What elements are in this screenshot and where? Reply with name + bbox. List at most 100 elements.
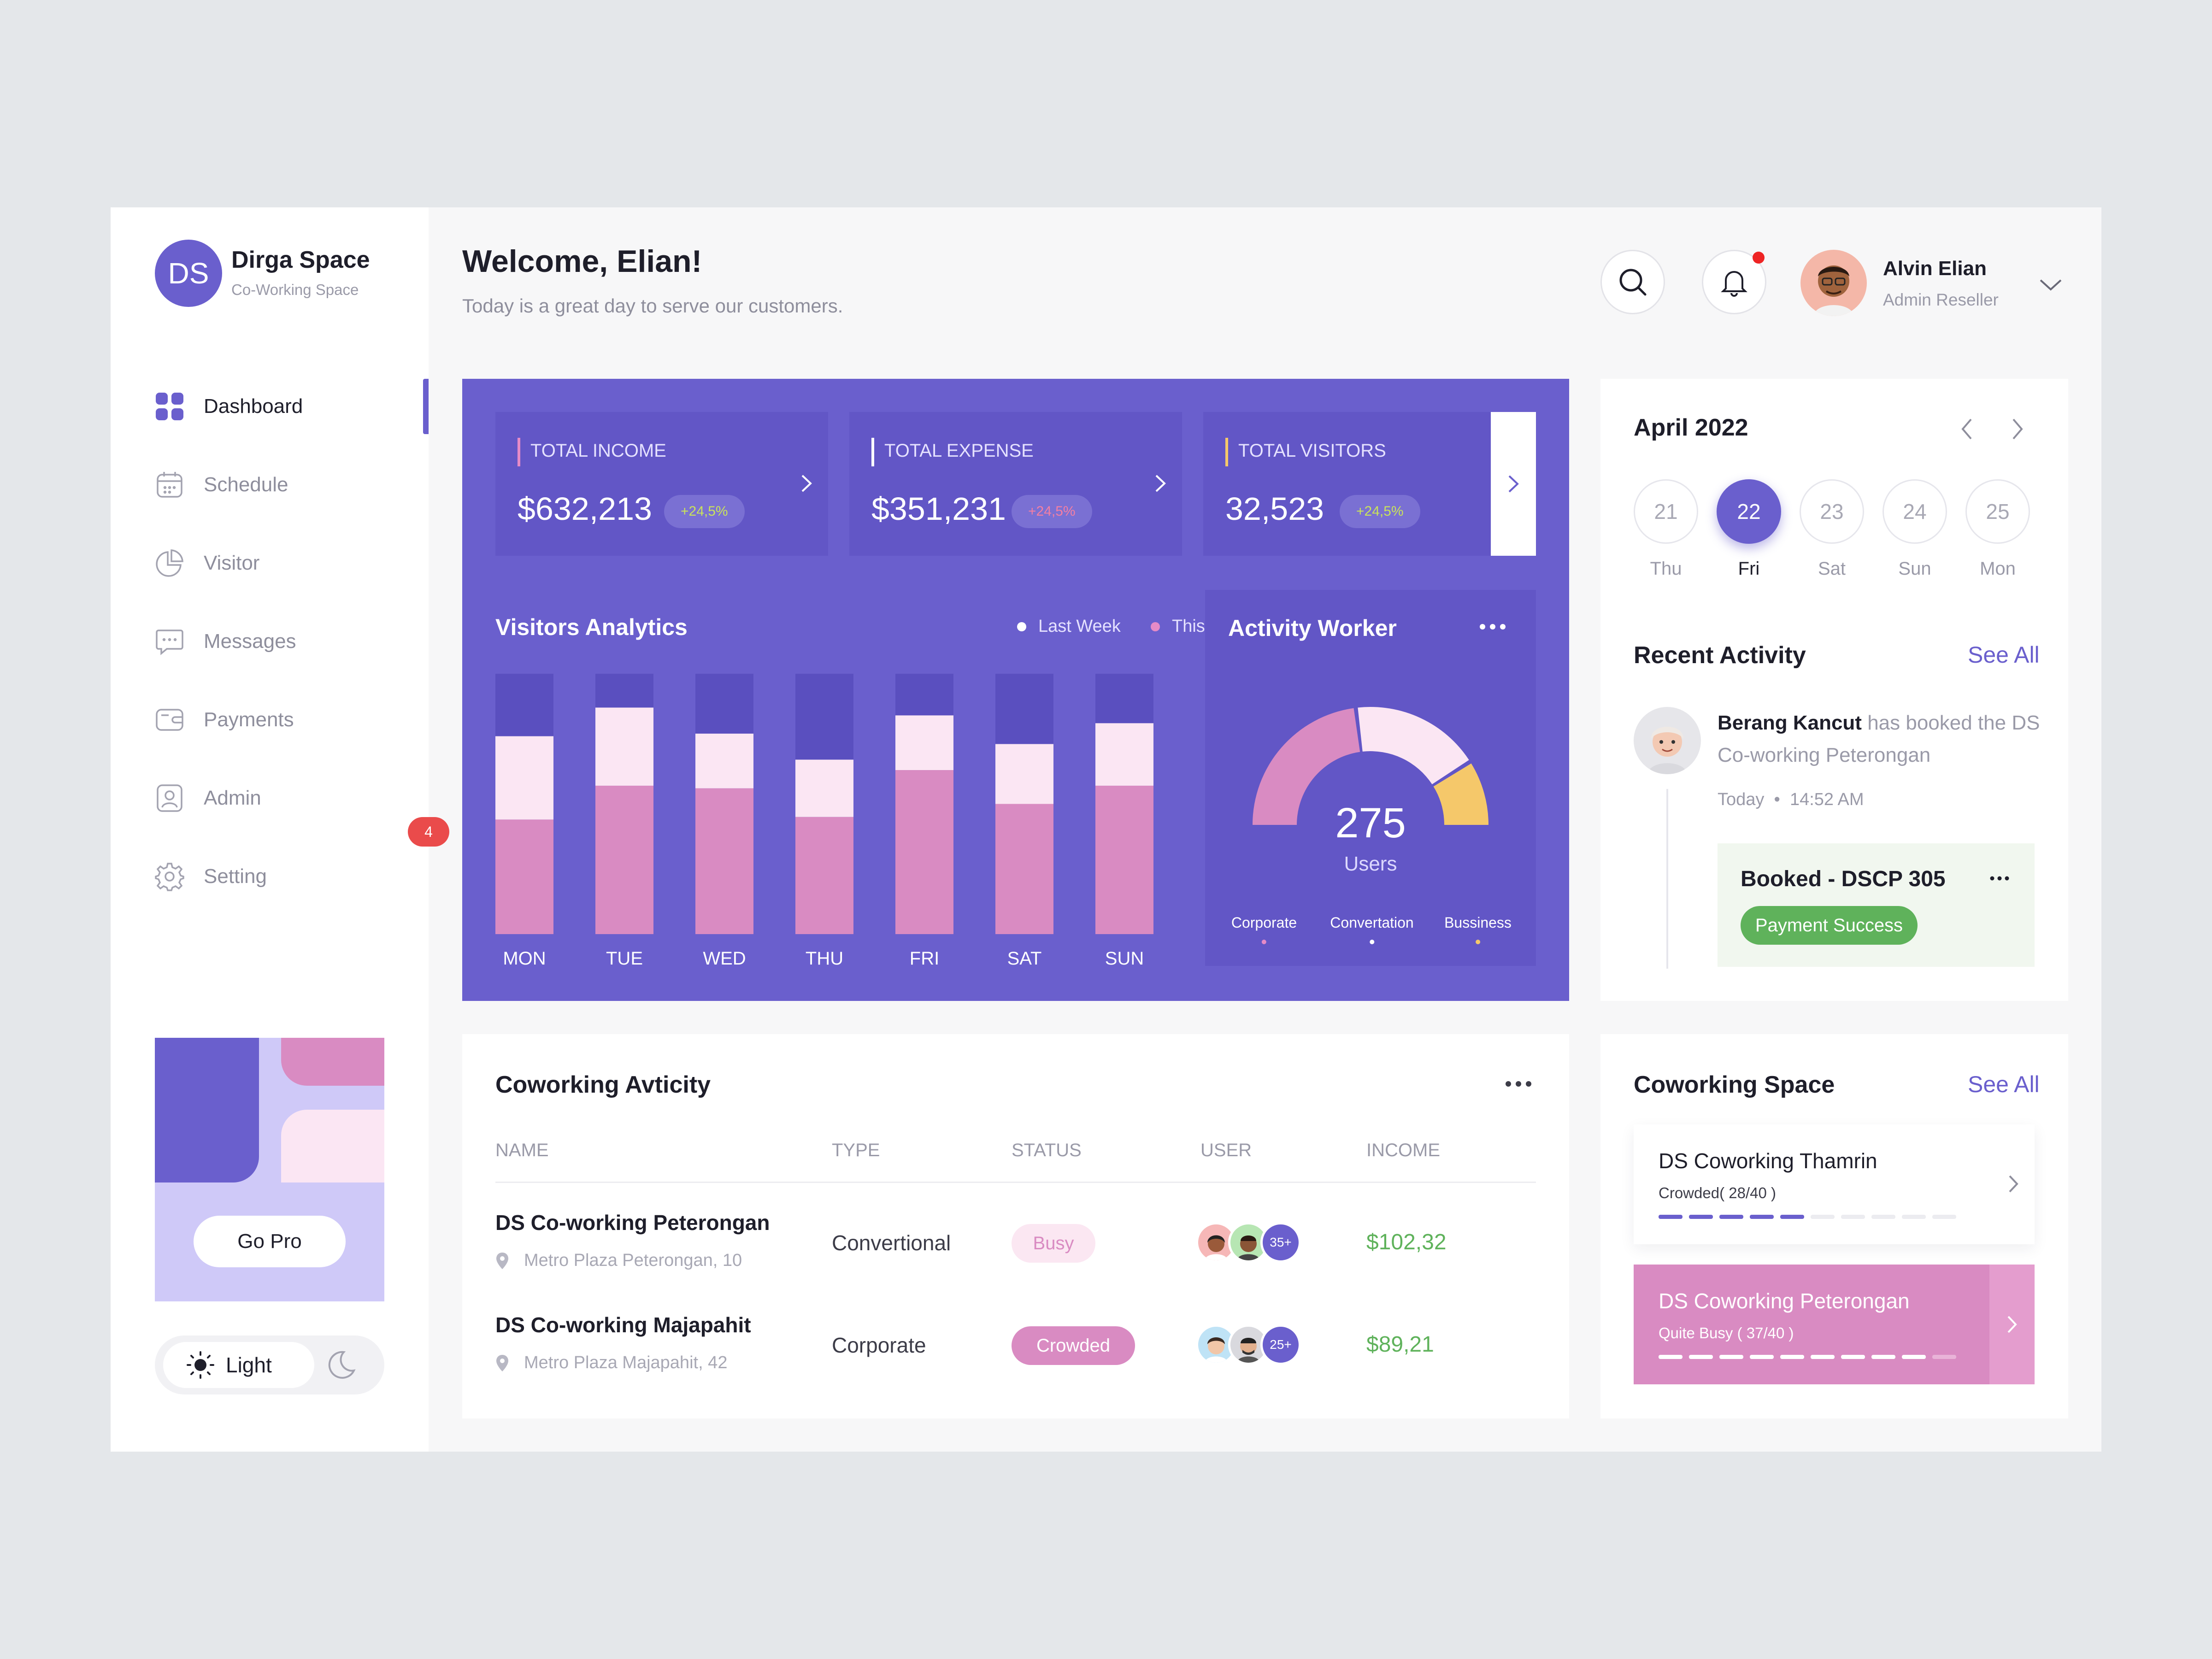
bar-last-week-fri xyxy=(895,715,953,771)
more-users-count[interactable]: 25+ xyxy=(1260,1324,1301,1365)
coworking-activity-card: Coworking Avticity NAME TYPE STATUS USER… xyxy=(462,1034,1569,1418)
occupancy-segment xyxy=(1780,1215,1804,1219)
occupancy-segment xyxy=(1689,1215,1713,1219)
calendar-day-21[interactable]: 21 xyxy=(1634,479,1698,544)
chevron-right-icon[interactable] xyxy=(2007,1173,2020,1194)
space-status: Quite Busy ( 37/40 ) xyxy=(1659,1324,1794,1341)
recent-activity-see-all-link[interactable]: See All xyxy=(1968,642,2040,668)
stat-accent xyxy=(518,438,520,466)
occupancy-segment xyxy=(1811,1355,1835,1359)
chevron-right-icon[interactable] xyxy=(1153,473,1167,494)
space-open-button[interactable] xyxy=(1989,1265,2035,1384)
calendar-day-24[interactable]: 24 xyxy=(1883,479,1947,544)
stat-label: TOTAL EXPENSE xyxy=(884,441,1034,461)
column-header[interactable]: INCOME xyxy=(1366,1140,1440,1160)
column-header[interactable]: TYPE xyxy=(832,1140,880,1160)
bar-this-week-sat xyxy=(995,804,1053,934)
user-face-illustration xyxy=(1205,1337,1228,1363)
stat-card-income[interactable]: TOTAL INCOME $632,213 +24,5% xyxy=(495,412,828,556)
occupancy-segment xyxy=(1750,1355,1774,1359)
stat-card-expense[interactable]: TOTAL EXPENSE $351,231 +24,5% xyxy=(849,412,1182,556)
stat-change: +24,5% xyxy=(664,495,745,528)
column-header[interactable]: USER xyxy=(1200,1140,1252,1160)
occupancy-segment xyxy=(1871,1355,1895,1359)
light-mode-label: Light xyxy=(226,1353,272,1377)
stat-value: $632,213 xyxy=(518,491,652,527)
user-face-illustration xyxy=(1237,1338,1260,1363)
bar-last-week-sat xyxy=(995,744,1053,804)
x-tick-label: SUN xyxy=(1105,948,1144,969)
calendar-icon xyxy=(157,472,182,498)
bar-last-week-thu xyxy=(795,759,853,817)
booking-card[interactable]: Booked - DSCP 305 Payment Success xyxy=(1718,843,2035,967)
gauge-segment-convertation xyxy=(1358,707,1469,784)
moon-icon[interactable] xyxy=(325,1349,357,1381)
column-header[interactable]: NAME xyxy=(495,1140,549,1160)
calendar-day-25[interactable]: 25 xyxy=(1965,479,2030,544)
go-pro-banner: Go Pro xyxy=(155,1038,384,1301)
sidebar: DS Dirga Space Co-Working Space Dashboar… xyxy=(111,207,449,1452)
occupancy-segment xyxy=(1780,1355,1804,1359)
space-item-peterongan[interactable]: DS Coworking Peterongan Quite Busy ( 37/… xyxy=(1634,1265,2035,1384)
row-name[interactable]: DS Co-working Peterongan xyxy=(495,1211,770,1235)
space-item-thamrin[interactable]: DS Coworking Thamrin Crowded( 28/40 ) xyxy=(1634,1124,2035,1244)
sidebar-item-dashboard[interactable]: Dashboard xyxy=(155,381,385,432)
user-role: Admin Reseller xyxy=(1883,290,1999,309)
sidebar-item-schedule[interactable]: Schedule xyxy=(155,459,385,510)
messages-badge: 4 xyxy=(408,817,449,847)
row-name[interactable]: DS Co-working Majapahit xyxy=(495,1313,751,1337)
avatar[interactable] xyxy=(1800,250,1867,316)
gauge-total: 275 xyxy=(1335,800,1406,847)
search-icon xyxy=(1619,269,1647,296)
notification-dot xyxy=(1753,252,1765,264)
bar-this-week-thu xyxy=(795,817,853,934)
chevron-right-icon[interactable] xyxy=(2010,417,2025,441)
row-type: Convertional xyxy=(832,1231,951,1255)
sidebar-item-visitor[interactable]: Visitor xyxy=(155,538,385,588)
gear-icon xyxy=(155,863,184,891)
recent-activity-title: Recent Activity xyxy=(1634,642,1806,669)
legend-item-last-week: Last Week xyxy=(1017,617,1121,636)
stat-value: 32,523 xyxy=(1225,491,1324,527)
chevron-left-icon[interactable] xyxy=(1959,417,1975,441)
space-name: DS Coworking Thamrin xyxy=(1659,1149,1877,1173)
occupancy-segment xyxy=(1932,1355,1956,1359)
analytics-panel: TOTAL INCOME $632,213 +24,5% TOTAL EXPEN… xyxy=(462,379,1569,1001)
light-mode-option[interactable]: Light xyxy=(163,1342,314,1388)
sidebar-item-admin[interactable]: Admin xyxy=(155,773,385,824)
coworking-activity-title: Coworking Avticity xyxy=(495,1071,711,1098)
stats-next-button[interactable] xyxy=(1491,412,1536,556)
sidebar-item-payments[interactable]: Payments xyxy=(155,694,385,745)
sidebar-item-label: Payments xyxy=(204,708,294,731)
occupancy-segment xyxy=(1689,1355,1713,1359)
calendar-day-22[interactable]: 22 xyxy=(1717,479,1781,544)
payment-status-badge: Payment Success xyxy=(1741,906,1918,945)
sidebar-item-label: Schedule xyxy=(204,473,288,496)
more-users-count[interactable]: 35+ xyxy=(1260,1222,1301,1263)
chevron-right-icon[interactable] xyxy=(800,473,813,494)
more-dots-icon[interactable] xyxy=(1989,876,2010,881)
more-dots-icon[interactable] xyxy=(1505,1080,1532,1088)
stat-card-visitors[interactable]: TOTAL VISITORS 32,523 +24,5% xyxy=(1203,412,1536,556)
sidebar-item-label: Setting xyxy=(204,865,267,888)
sidebar-item-setting[interactable]: Setting xyxy=(155,851,385,902)
sidebar-item-messages[interactable]: Messages xyxy=(155,616,385,667)
activity-worker-card: Activity Worker 275 Users Corporate Conv… xyxy=(1205,590,1536,966)
space-status: Crowded( 28/40 ) xyxy=(1659,1184,1776,1201)
occupancy-segment xyxy=(1719,1355,1743,1359)
search-button[interactable] xyxy=(1600,250,1665,314)
column-header[interactable]: STATUS xyxy=(1012,1140,1082,1160)
more-dots-icon[interactable] xyxy=(1479,623,1506,630)
chevron-down-icon[interactable] xyxy=(2038,276,2064,293)
visitors-analytics-title: Visitors Analytics xyxy=(495,614,688,640)
promo-shape xyxy=(155,1038,259,1182)
theme-toggle[interactable]: Light xyxy=(155,1335,384,1394)
chat-icon xyxy=(156,629,183,655)
sidebar-item-label: Visitor xyxy=(204,552,260,574)
occupancy-segment xyxy=(1841,1355,1865,1359)
row-type: Corporate xyxy=(832,1333,926,1357)
calendar-day-23[interactable]: 23 xyxy=(1800,479,1864,544)
go-pro-button[interactable]: Go Pro xyxy=(194,1216,346,1267)
coworking-space-see-all-link[interactable]: See All xyxy=(1968,1071,2040,1097)
legend-label: Last Week xyxy=(1038,617,1121,636)
